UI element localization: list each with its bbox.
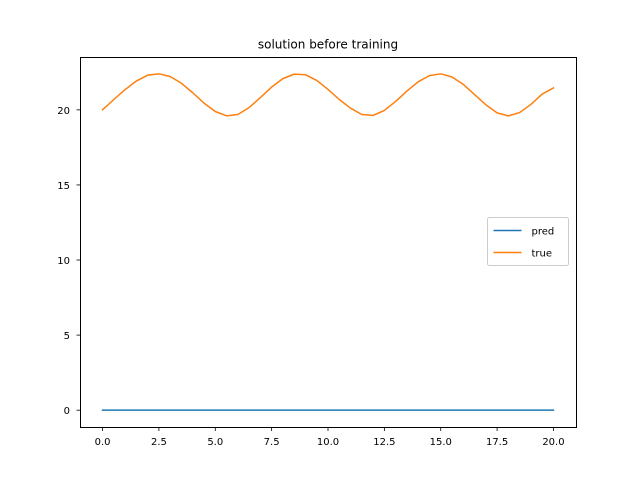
series-layer (101, 73, 555, 411)
x-axis: 0.0 2.5 5.0 7.5 10.0 12.5 15.0 17.5 20.0 (95, 427, 565, 448)
y-tick-label: 5 (64, 331, 70, 342)
x-tick-label: 20.0 (542, 437, 564, 448)
legend-label-true: true (532, 249, 553, 260)
x-tick-label: 0.0 (95, 437, 111, 448)
legend-label-pred: pred (532, 227, 555, 238)
x-tick-label: 12.5 (373, 437, 395, 448)
legend: pred true (487, 217, 569, 266)
y-axis: 0 5 10 15 20 (57, 106, 81, 417)
x-tick-label: 5.0 (207, 437, 223, 448)
plot-area-frame (80, 57, 577, 428)
y-tick-label: 20 (57, 106, 70, 117)
series-line-true (101, 73, 555, 117)
chart-title: solution before training (258, 38, 398, 52)
legend-box (487, 217, 569, 266)
y-tick-label: 0 (64, 406, 70, 417)
y-tick-label: 10 (57, 256, 70, 267)
y-tick-label: 15 (57, 181, 70, 192)
x-tick-label: 10.0 (317, 437, 339, 448)
x-tick-label: 7.5 (264, 437, 280, 448)
x-tick-label: 17.5 (486, 437, 508, 448)
x-tick-label: 15.0 (430, 437, 452, 448)
x-tick-label: 2.5 (151, 437, 167, 448)
